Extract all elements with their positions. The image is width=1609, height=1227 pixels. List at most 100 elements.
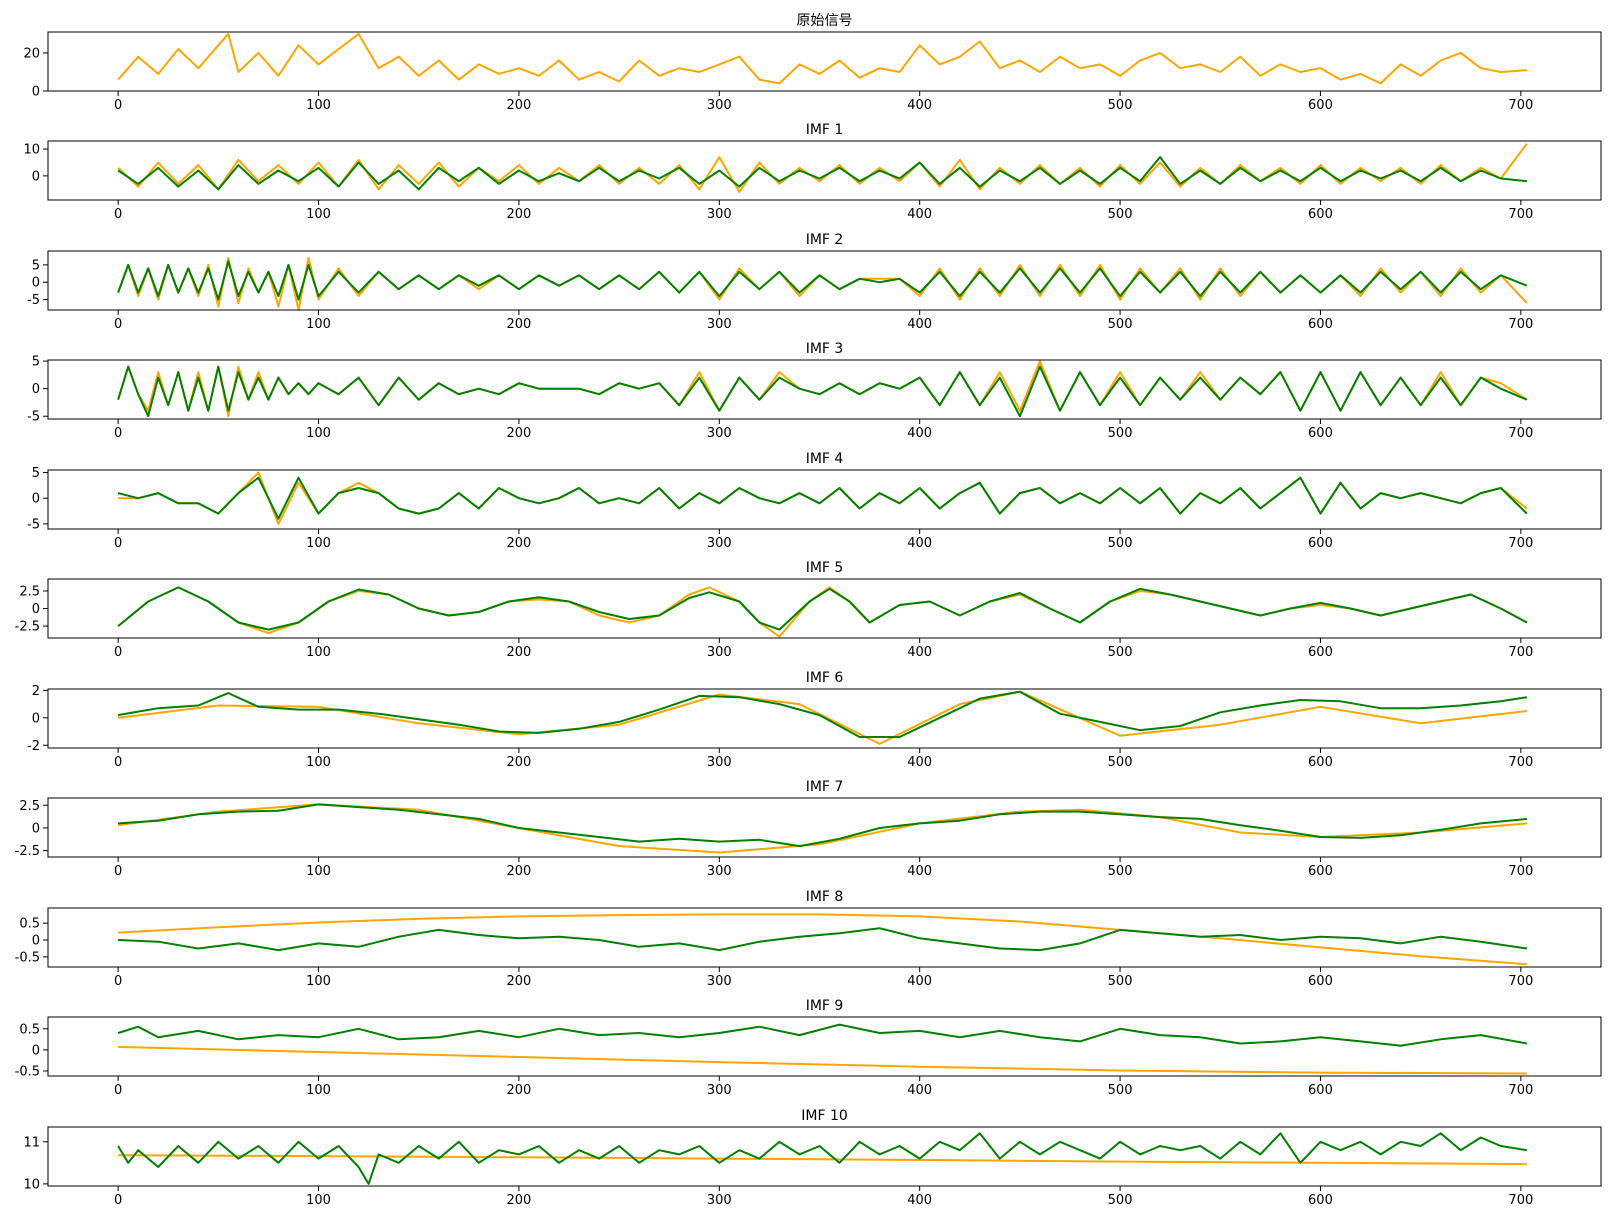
x-tick-label: 0 xyxy=(114,974,122,989)
series-line-orange xyxy=(117,690,1528,745)
subplot-1: IMF 1 0 100 200 300 400 500 600 700 0 10 xyxy=(23,122,1602,222)
axes-frame xyxy=(47,688,1602,749)
x-tick-label: 200 xyxy=(506,98,531,113)
x-tick-label: 400 xyxy=(907,1193,932,1208)
subplot-2: IMF 2 0 100 200 300 400 500 600 700 -5 0 5 xyxy=(27,232,1602,332)
subplot-title: IMF 6 xyxy=(806,670,844,686)
x-tick-label: 200 xyxy=(506,426,531,441)
x-tick-label: 300 xyxy=(707,536,732,551)
x-tick-label: 300 xyxy=(707,317,732,332)
series-line-orange xyxy=(117,586,1528,638)
y-tick-label: -0.5 xyxy=(15,950,40,965)
x-tick-label: 700 xyxy=(1508,1083,1533,1098)
y-tick-label: 2.5 xyxy=(19,584,40,599)
x-tick-label: 100 xyxy=(306,1083,331,1098)
x-tick-label: 400 xyxy=(907,974,932,989)
x-tick-label: 300 xyxy=(707,864,732,879)
x-tick-label: 700 xyxy=(1508,536,1533,551)
axes-frame xyxy=(47,907,1602,968)
y-tick-label: 2 xyxy=(32,684,40,699)
x-tick-label: 600 xyxy=(1308,974,1333,989)
x-tick-label: 100 xyxy=(306,207,331,222)
x-tick-label: 100 xyxy=(306,864,331,879)
x-tick-label: 200 xyxy=(506,207,531,222)
x-tick-label: 700 xyxy=(1508,207,1533,222)
x-tick-label: 200 xyxy=(506,864,531,879)
subplot-title: IMF 2 xyxy=(806,232,844,248)
subplot-title: IMF 4 xyxy=(806,451,844,467)
y-tick-label: 0 xyxy=(32,85,40,100)
subplot-title: IMF 8 xyxy=(806,889,844,905)
y-tick-label: -2.5 xyxy=(15,620,40,635)
x-tick-label: 600 xyxy=(1308,317,1333,332)
y-tick-label: 0 xyxy=(32,382,40,397)
x-tick-label: 200 xyxy=(506,755,531,770)
x-tick-label: 700 xyxy=(1508,426,1533,441)
x-tick-label: 0 xyxy=(114,864,122,879)
subplot-title: IMF 5 xyxy=(806,560,844,576)
x-tick-label: 700 xyxy=(1508,974,1533,989)
x-tick-label: 400 xyxy=(907,536,932,551)
subplot-5: IMF 5 0 100 200 300 400 500 600 700 -2.5 0 2.5 xyxy=(15,560,1602,660)
x-tick-label: 300 xyxy=(707,207,732,222)
x-tick-label: 700 xyxy=(1508,98,1533,113)
x-tick-label: 500 xyxy=(1108,426,1133,441)
y-tick-label: 0 xyxy=(32,492,40,507)
subplot-title: IMF 1 xyxy=(806,122,844,138)
subplot-0: 原始信号 0 100 200 300 400 500 600 700 0 20 xyxy=(23,13,1602,113)
x-tick-label: 300 xyxy=(707,755,732,770)
x-tick-label: 200 xyxy=(506,645,531,660)
x-tick-label: 400 xyxy=(907,645,932,660)
series-line-orange xyxy=(117,143,1528,193)
subplot-10: IMF 10 0 100 200 300 400 500 600 700 10 11 xyxy=(23,1108,1602,1208)
x-tick-label: 0 xyxy=(114,207,122,222)
x-tick-label: 400 xyxy=(907,317,932,332)
series-line-green xyxy=(117,690,1528,738)
x-tick-label: 0 xyxy=(114,1193,122,1208)
x-tick-label: 100 xyxy=(306,1193,331,1208)
x-tick-label: 500 xyxy=(1108,864,1133,879)
y-tick-label: 2.5 xyxy=(19,799,40,814)
y-tick-label: 0.5 xyxy=(19,917,40,932)
x-tick-label: 100 xyxy=(306,755,331,770)
x-tick-label: 300 xyxy=(707,974,732,989)
y-tick-label: 0 xyxy=(32,169,40,184)
y-tick-label: -5 xyxy=(27,517,40,532)
series-line-green xyxy=(118,803,1527,848)
subplot-6: IMF 6 0 100 200 300 400 500 600 700 -2 0 2 xyxy=(27,670,1602,770)
subplot-title: IMF 3 xyxy=(806,341,844,357)
y-tick-label: 5 xyxy=(32,355,40,370)
x-tick-label: 0 xyxy=(114,426,122,441)
x-tick-label: 400 xyxy=(907,207,932,222)
x-tick-label: 100 xyxy=(306,536,331,551)
x-tick-label: 100 xyxy=(306,645,331,660)
series-line-green xyxy=(117,1023,1528,1047)
subplot-title: IMF 10 xyxy=(801,1108,848,1124)
x-tick-label: 0 xyxy=(114,536,122,551)
y-tick-label: 0 xyxy=(32,821,40,836)
series-line-orange xyxy=(118,1045,1527,1075)
y-tick-label: -5 xyxy=(27,293,40,308)
x-tick-label: 600 xyxy=(1308,645,1333,660)
x-tick-label: 400 xyxy=(907,864,932,879)
x-tick-label: 100 xyxy=(306,426,331,441)
series-line-orange xyxy=(117,803,1527,854)
axes-frame xyxy=(47,1126,1602,1187)
y-tick-label: 0 xyxy=(32,602,40,617)
x-tick-label: 600 xyxy=(1308,536,1333,551)
y-tick-label: 20 xyxy=(23,46,40,61)
x-tick-label: 300 xyxy=(707,1083,732,1098)
x-tick-label: 0 xyxy=(114,317,122,332)
x-tick-label: 700 xyxy=(1508,864,1533,879)
y-tick-label: 0 xyxy=(32,276,40,291)
subplot-9: IMF 9 0 100 200 300 400 500 600 700 -0.5 0 0.5 xyxy=(15,998,1602,1098)
x-tick-label: 400 xyxy=(907,1083,932,1098)
x-tick-label: 500 xyxy=(1108,536,1133,551)
x-tick-label: 200 xyxy=(506,974,531,989)
series-line-orange xyxy=(117,32,1527,85)
series-line-orange xyxy=(118,471,1528,525)
y-tick-label: 0 xyxy=(32,934,40,949)
axes-frame xyxy=(47,359,1602,420)
